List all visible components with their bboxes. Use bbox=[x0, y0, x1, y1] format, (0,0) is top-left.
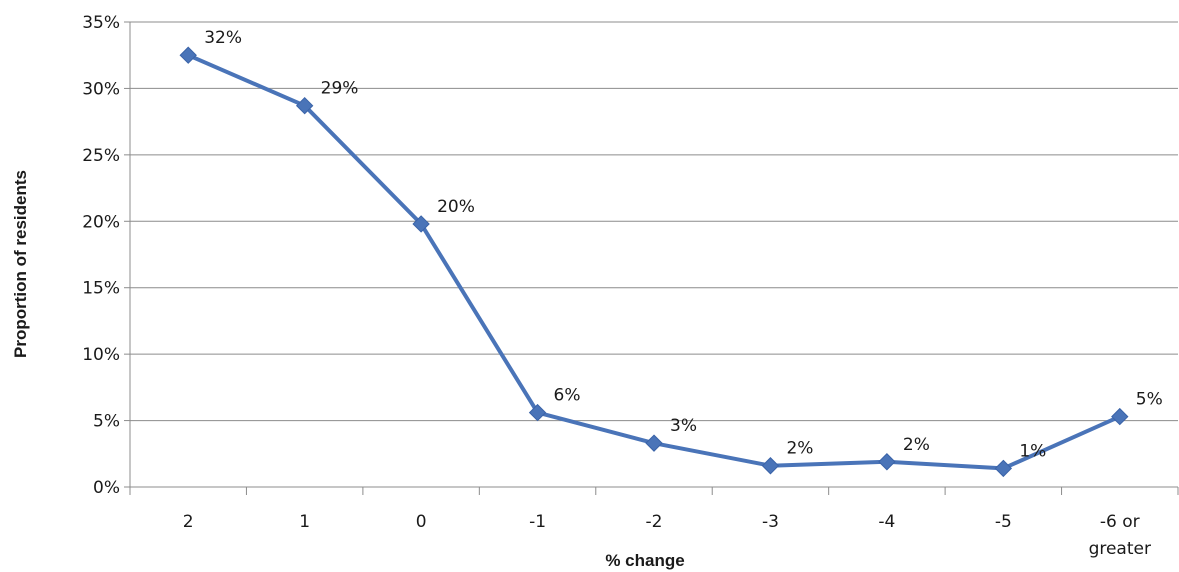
x-tick-label: -1 bbox=[529, 512, 546, 532]
data-point bbox=[761, 457, 780, 475]
data-label: 2% bbox=[786, 439, 813, 459]
x-tick-labels: 2 1 0 -1 -2 -3 -4 -5 -6 or greater bbox=[183, 512, 1151, 559]
data-point bbox=[528, 403, 547, 422]
data-label: 32% bbox=[204, 28, 242, 48]
x-tick-label: -3 bbox=[762, 512, 779, 532]
series-polyline bbox=[186, 53, 1122, 471]
x-tick-label: 2 bbox=[183, 512, 194, 532]
data-label: 29% bbox=[321, 79, 359, 99]
data-point bbox=[994, 459, 1013, 478]
y-tick-label: 30% bbox=[82, 79, 120, 99]
data-point bbox=[412, 215, 430, 233]
y-axis-title: Proportion of residents bbox=[11, 170, 30, 358]
x-tick-label: -5 bbox=[995, 512, 1012, 532]
data-point bbox=[878, 453, 896, 471]
x-tick-label: -6 or greater bbox=[1089, 512, 1151, 559]
data-point bbox=[179, 46, 197, 64]
data-label: 5% bbox=[1136, 390, 1163, 410]
data-labels: 32% 29% 20% 6% 3% 2% 2% 1% 5% bbox=[204, 28, 1163, 461]
gridlines bbox=[130, 21, 1178, 422]
x-tick-label: -4 bbox=[878, 512, 895, 532]
y-tick-label: 10% bbox=[82, 345, 120, 365]
y-tick-label: 5% bbox=[93, 412, 120, 432]
y-tick-labels: 0% 5% 10% 15% 20% 25% 30% 35% bbox=[82, 13, 120, 498]
y-tick-label: 15% bbox=[82, 279, 120, 299]
y-tick-label: 25% bbox=[82, 146, 120, 166]
data-point bbox=[295, 96, 314, 115]
series-markers bbox=[179, 46, 1129, 478]
data-label: 1% bbox=[1019, 441, 1046, 461]
x-tick-label: 1 bbox=[299, 512, 310, 532]
data-point bbox=[645, 434, 663, 452]
series-line bbox=[186, 53, 1122, 471]
x-axis-title: % change bbox=[605, 551, 684, 570]
x-tick-label: 0 bbox=[416, 512, 427, 532]
y-tick-label: 20% bbox=[82, 212, 120, 232]
data-label: 6% bbox=[554, 386, 581, 406]
y-tick-label: 0% bbox=[93, 478, 120, 498]
x-tick-label: -2 bbox=[646, 512, 663, 532]
data-point bbox=[1111, 407, 1129, 426]
data-label: 3% bbox=[670, 416, 697, 436]
y-tick-label: 35% bbox=[82, 13, 120, 33]
data-label: 20% bbox=[437, 197, 475, 217]
data-label: 2% bbox=[903, 435, 930, 455]
axes bbox=[124, 21, 1179, 495]
